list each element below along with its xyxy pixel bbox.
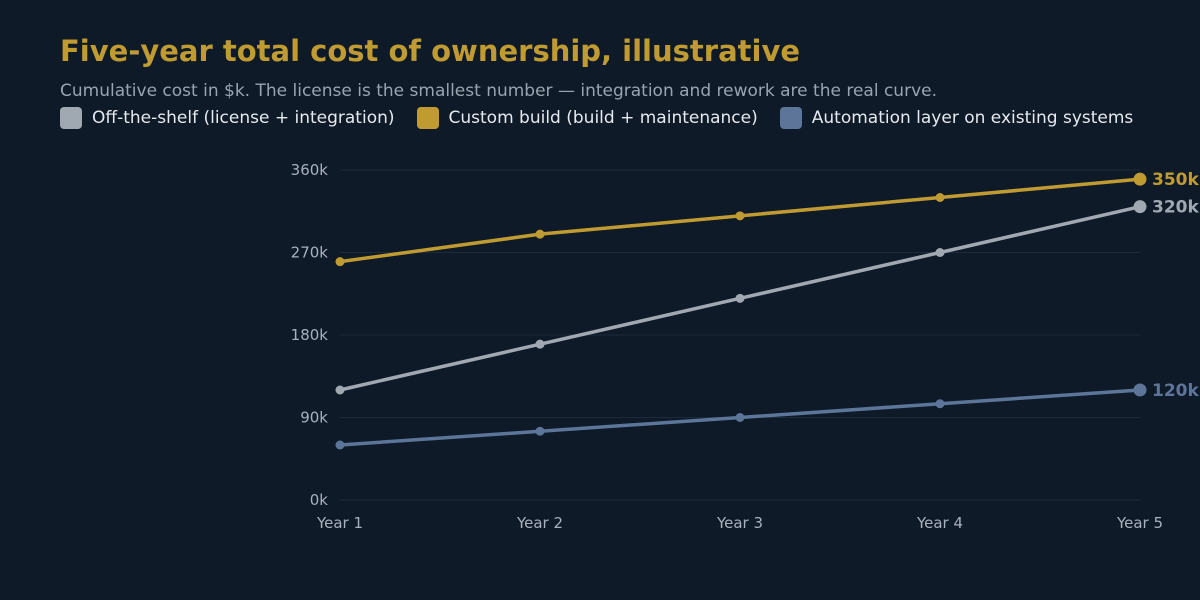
end-label-off-the-shelf: 320k [1152,198,1199,218]
legend-swatch-custom-build [416,107,439,129]
x-tick-label: Year 4 [916,514,963,532]
data-point-off-the-shelf [935,248,945,257]
y-tick-label: 360k [291,161,329,179]
data-point-automation-layer [535,426,545,436]
y-tick-label: 180k [291,326,329,344]
data-point-custom-build [1133,172,1147,186]
legend-item-off-the-shelf: Off-the-shelf (license + integration) [60,107,395,129]
series-line-custom-build [338,177,1142,264]
end-label-custom-build: 350k [1152,170,1199,190]
legend-label-automation-layer: Automation layer on existing systems [811,108,1134,128]
legend-swatch-off-the-shelf [60,107,82,129]
legend-label-off-the-shelf: Off-the-shelf (license + integration) [92,108,395,128]
data-point-off-the-shelf [535,339,545,349]
data-point-automation-layer [735,413,745,422]
chart-title: Five-year total cost of ownership, illus… [60,34,801,68]
legend-item-custom-build: Custom build (build + maintenance) [416,107,758,129]
x-tick-label: Year 3 [716,514,763,532]
y-tick-label: 270k [291,244,329,262]
legend-item-automation-layer: Automation layer on existing systems [779,107,1134,129]
data-point-custom-build [535,229,545,239]
legend-swatch-automation-layer [779,107,802,129]
legend-label-custom-build: Custom build (build + maintenance) [448,108,758,128]
end-label-automation-layer: 120k [1152,381,1199,401]
data-point-automation-layer [935,399,945,409]
data-point-custom-build [335,257,345,267]
data-point-automation-layer [335,440,345,450]
data-point-custom-build [735,211,745,221]
data-point-off-the-shelf [335,385,345,395]
y-tick-label: 90k [300,409,328,427]
data-point-automation-layer [1133,383,1147,397]
data-point-off-the-shelf [1133,200,1147,214]
chart-subtitle: Cumulative cost in $k. The license is th… [60,81,937,101]
data-point-off-the-shelf [735,293,745,303]
y-tick-label: 0k [310,491,329,509]
x-tick-label: Year 1 [316,514,363,532]
legend: Off-the-shelf (license + integration) Cu… [60,107,1155,129]
data-point-custom-build [935,193,945,202]
x-tick-label: Year 5 [1116,514,1163,532]
x-tick-label: Year 2 [516,514,563,532]
